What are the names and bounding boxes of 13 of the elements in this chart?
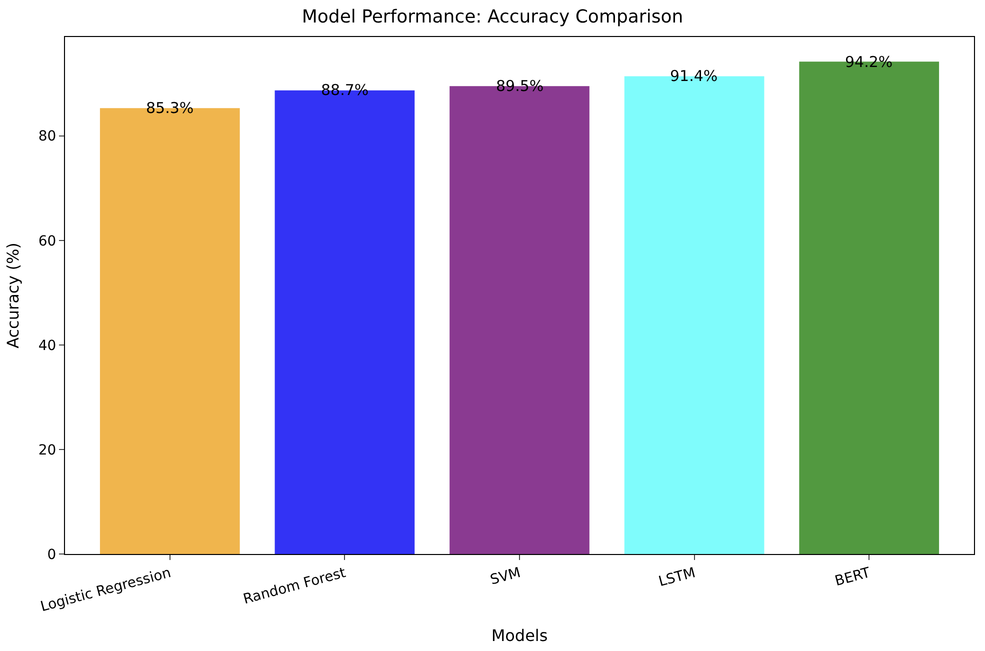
y-axis-title: Accuracy (%) xyxy=(3,242,22,348)
chart-title: Model Performance: Accuracy Comparison xyxy=(302,6,684,28)
x-axis-title: Models xyxy=(491,626,548,645)
y-tick-label: 80 xyxy=(38,128,56,145)
x-tick-label: LSTM xyxy=(656,564,698,590)
x-tick-label: SVM xyxy=(488,564,522,588)
data-label: 91.4% xyxy=(670,67,718,85)
y-tick-label: 60 xyxy=(38,233,56,250)
x-tick-label: BERT xyxy=(833,564,872,590)
y-tick-label: 0 xyxy=(47,546,56,563)
y-tick-label: 20 xyxy=(38,442,56,458)
x-tick-label: Random Forest xyxy=(242,564,348,608)
y-tick-label: 40 xyxy=(38,338,56,354)
